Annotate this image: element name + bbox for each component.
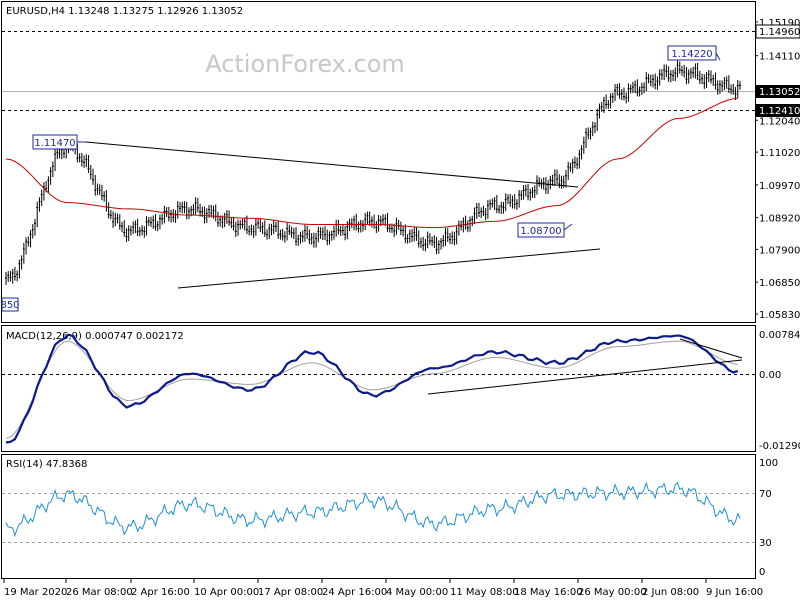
highlight-level-label: 1.12410: [759, 106, 800, 117]
price-axis-label: 1.15190: [759, 18, 800, 29]
rsi-label-0: 0: [759, 567, 765, 578]
annotation-label: 1.08700: [520, 226, 561, 237]
macd-signal-line: [5, 340, 738, 439]
time-axis-label: 9 Jun 16:00: [706, 587, 763, 598]
rsi-line: [5, 481, 741, 538]
time-axis-label: 17 Apr 08:00: [258, 587, 323, 598]
candles-group: [5, 60, 741, 286]
main-price-axis: 1.15190 1.14110 1.12040 1.11020 1.09970 1.089…: [755, 18, 800, 321]
dashed-level-label: 1.14960: [759, 27, 800, 38]
annotation-114220: 1.14220: [667, 45, 721, 61]
time-axis-label: 26 Mar 08:00: [66, 587, 133, 598]
annotation-111470: 1.11470: [32, 134, 86, 150]
annotation-label: 1.14220: [671, 49, 712, 60]
time-axis-label: 2 Jun 08:00: [642, 587, 699, 598]
price-axis-label: 1.06850: [759, 278, 800, 289]
dashed-level-tag: 1.14960: [755, 24, 800, 39]
macd-label-bottom: -0.012906: [759, 441, 800, 452]
time-axis-label: 10 Apr 00:00: [194, 587, 259, 598]
price-axis-label: 1.05830: [759, 310, 800, 321]
macd-lower-trendline: [427, 359, 743, 395]
macd-title: MACD(12,26,9) 0.000747 0.002172: [6, 331, 184, 342]
time-axis-label: 4 May 00:00: [386, 587, 448, 598]
macd-label-zero: 0.00: [759, 370, 781, 381]
current-price-tag: 1.13052: [756, 85, 800, 98]
annotation-label: 850: [0, 300, 19, 311]
price-axis-label: 1.11020: [759, 148, 800, 159]
price-axis-label: 1.07900: [759, 245, 800, 256]
watermark: ActionForex.com: [205, 50, 405, 78]
main-title: EURUSD,H4 1.13248 1.13275 1.12926 1.1305…: [6, 6, 243, 17]
highlight-level-tag: 1.12410: [756, 104, 800, 117]
lower-trendline: [177, 248, 601, 289]
macd-label-top: 0.007841: [759, 330, 800, 341]
time-axis-label: 19 Mar 2020: [4, 587, 67, 598]
rsi-title: RSI(14) 47.8368: [6, 459, 87, 470]
rsi-panel-frame: [1, 454, 756, 579]
macd-upper-trendline: [679, 338, 743, 359]
annotation-label: 1.11470: [34, 138, 75, 149]
time-axis-label: 24 Apr 16:00: [322, 587, 387, 598]
annotation-108700: 1.08700: [517, 222, 573, 238]
price-axis-label: 1.14110: [759, 52, 800, 63]
time-axis-label: 26 May 00:00: [578, 587, 647, 598]
upper-trendline: [85, 141, 579, 188]
annotation-850: 850: [0, 297, 20, 312]
price-axis-label: 1.12040: [759, 116, 800, 127]
rsi-label-70: 70: [759, 489, 772, 500]
time-axis-label: 2 Apr 16:00: [131, 587, 190, 598]
time-axis-label: 11 May 08:00: [450, 587, 519, 598]
price-axis-label: 1.09970: [759, 181, 800, 192]
price-axis-label: 1.08920: [759, 214, 800, 225]
rsi-label-30: 30: [759, 538, 772, 549]
current-price-label: 1.13052: [759, 87, 800, 98]
time-axis-label: 18 May 16:00: [514, 587, 583, 598]
rsi-label-100: 100: [759, 458, 778, 469]
moving-average-line: [5, 97, 738, 229]
macd-main-line: [5, 333, 739, 444]
